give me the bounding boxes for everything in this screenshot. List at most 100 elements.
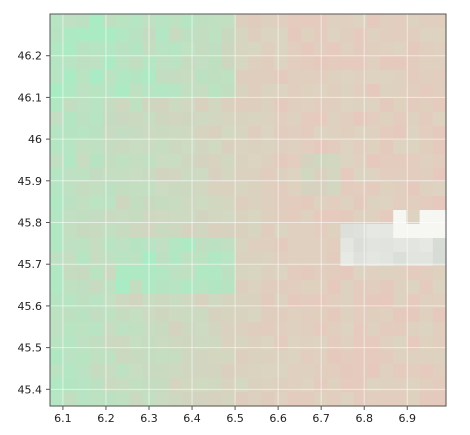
map-tile bbox=[353, 112, 368, 127]
map-tile bbox=[432, 84, 447, 99]
map-tile bbox=[366, 378, 381, 393]
map-tile bbox=[195, 392, 209, 407]
map-tile bbox=[76, 98, 91, 113]
map-tile bbox=[380, 224, 394, 239]
map-tile bbox=[432, 42, 447, 57]
map-tile bbox=[340, 392, 355, 407]
map-tile bbox=[300, 266, 315, 281]
map-tile bbox=[261, 294, 275, 309]
map-tile bbox=[327, 140, 341, 155]
map-tile bbox=[221, 280, 236, 295]
map-tile bbox=[393, 238, 407, 253]
map-tile bbox=[287, 98, 302, 113]
map-tile bbox=[287, 238, 302, 253]
map-tile bbox=[102, 28, 117, 43]
map-tile bbox=[393, 28, 407, 43]
map-tile bbox=[261, 126, 275, 141]
map-tile bbox=[116, 238, 130, 253]
map-tile bbox=[327, 350, 341, 365]
map-tile bbox=[102, 266, 117, 281]
map-tile bbox=[340, 126, 355, 141]
map-tile bbox=[102, 56, 117, 71]
map-tile bbox=[168, 266, 183, 281]
map-tile bbox=[406, 364, 421, 379]
map-tile bbox=[63, 336, 77, 351]
map-tile bbox=[287, 210, 302, 225]
map-tile bbox=[195, 182, 209, 197]
map-tile bbox=[63, 168, 77, 183]
map-tile bbox=[248, 84, 262, 99]
map-tile bbox=[406, 98, 421, 113]
map-tile bbox=[274, 154, 289, 169]
map-tile bbox=[63, 140, 77, 155]
map-tile bbox=[287, 28, 302, 43]
map-tile bbox=[234, 364, 249, 379]
map-tile bbox=[261, 336, 275, 351]
map-tile bbox=[102, 154, 117, 169]
map-tile bbox=[261, 378, 275, 393]
map-tile bbox=[380, 266, 394, 281]
map-tile bbox=[76, 70, 91, 85]
map-tile bbox=[155, 336, 170, 351]
map-tile bbox=[327, 210, 341, 225]
map-tile bbox=[116, 168, 130, 183]
map-tile bbox=[419, 182, 434, 197]
map-tile bbox=[63, 112, 77, 127]
map-tile bbox=[195, 140, 209, 155]
map-tile bbox=[353, 56, 368, 71]
map-tile bbox=[182, 378, 196, 393]
map-tile bbox=[195, 70, 209, 85]
map-tile bbox=[116, 140, 130, 155]
map-tile bbox=[248, 224, 262, 239]
map-tile bbox=[274, 112, 289, 127]
map-tile bbox=[248, 350, 262, 365]
map-tile bbox=[195, 280, 209, 295]
map-tile bbox=[261, 308, 275, 323]
map-tile bbox=[380, 28, 394, 43]
map-tile bbox=[248, 42, 262, 57]
map-tile bbox=[208, 14, 223, 29]
map-tile bbox=[182, 112, 196, 127]
map-tile bbox=[340, 196, 355, 211]
map-tile bbox=[129, 350, 143, 365]
map-tile bbox=[168, 392, 183, 407]
map-tile bbox=[50, 266, 64, 281]
map-tile bbox=[89, 378, 104, 393]
map-tile bbox=[327, 112, 341, 127]
map-tile bbox=[248, 364, 262, 379]
map-tile bbox=[221, 322, 236, 337]
map-tile bbox=[155, 294, 170, 309]
x-tick-label: 6.8 bbox=[355, 412, 373, 425]
map-tile bbox=[208, 392, 223, 407]
map-tile bbox=[340, 266, 355, 281]
map-tile bbox=[366, 112, 381, 127]
map-tile bbox=[287, 294, 302, 309]
map-tile bbox=[102, 224, 117, 239]
map-tile bbox=[248, 154, 262, 169]
map-tile bbox=[182, 42, 196, 57]
map-tile bbox=[168, 280, 183, 295]
map-tile bbox=[406, 42, 421, 57]
map-tile bbox=[393, 364, 407, 379]
map-tile bbox=[380, 126, 394, 141]
map-tile bbox=[76, 84, 91, 99]
map-tile bbox=[168, 84, 183, 99]
map-tile bbox=[419, 308, 434, 323]
map-tile bbox=[248, 56, 262, 71]
map-tile bbox=[168, 308, 183, 323]
map-tile bbox=[406, 336, 421, 351]
map-tile bbox=[195, 350, 209, 365]
map-tile bbox=[248, 98, 262, 113]
map-tile bbox=[50, 210, 64, 225]
map-tile bbox=[221, 42, 236, 57]
map-tile bbox=[432, 308, 447, 323]
map-tile bbox=[393, 42, 407, 57]
map-tile bbox=[208, 56, 223, 71]
map-tile bbox=[287, 154, 302, 169]
map-tile bbox=[248, 28, 262, 43]
map-tile bbox=[300, 294, 315, 309]
map-tile bbox=[274, 238, 289, 253]
map-tile bbox=[248, 14, 262, 29]
map-tile bbox=[380, 350, 394, 365]
map-tile bbox=[366, 238, 381, 253]
